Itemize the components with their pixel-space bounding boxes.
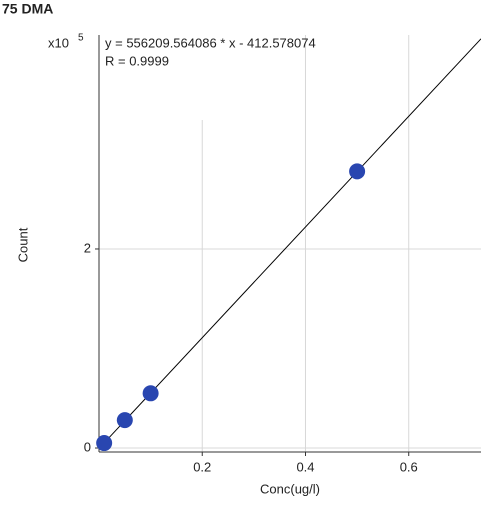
x-tick-label: 0.2	[193, 459, 211, 474]
data-point	[142, 385, 159, 402]
r-value: R = 0.9999	[105, 53, 169, 68]
x-tick-label: 0.4	[296, 459, 314, 474]
chart-title: 75 DMA	[2, 1, 53, 17]
y-multiplier: x10	[48, 35, 69, 50]
x-axis-label: Conc(ug/l)	[260, 481, 320, 496]
fit-line	[98, 38, 481, 449]
x-tick-label: 0.6	[400, 459, 418, 474]
data-point	[116, 412, 133, 429]
equation: y = 556209.564086 * x - 412.578074	[105, 35, 316, 50]
y-tick-label: 2	[84, 240, 91, 255]
data-point	[96, 435, 113, 452]
y-tick-label: 0	[84, 439, 91, 454]
y-multiplier-exponent: 5	[78, 33, 84, 44]
equation-box	[101, 35, 301, 120]
data-point	[349, 163, 366, 180]
y-axis-label: Count	[15, 227, 30, 262]
